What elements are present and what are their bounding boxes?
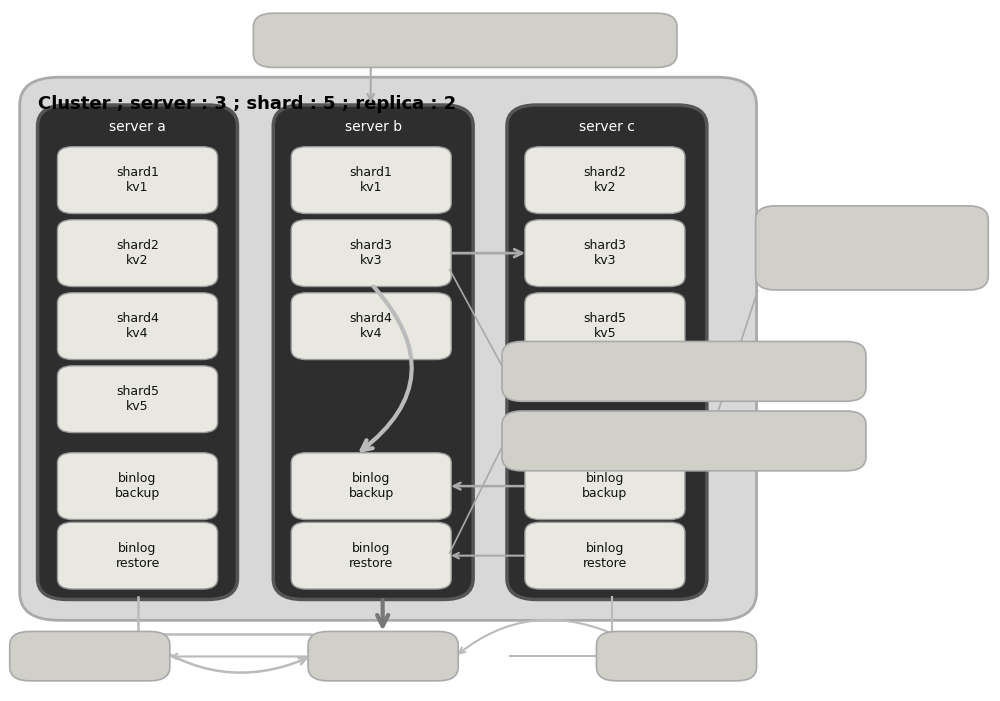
FancyBboxPatch shape: [57, 147, 218, 214]
Text: binlog
backup: binlog backup: [582, 472, 628, 500]
Text: shard4
kv4: shard4 kv4: [350, 312, 393, 340]
Text: shard1
kv1: shard1 kv1: [116, 166, 159, 194]
FancyBboxPatch shape: [525, 522, 685, 589]
Text: server a: server a: [109, 120, 166, 134]
FancyBboxPatch shape: [20, 77, 757, 620]
Text: shard1
kv1: shard1 kv1: [350, 166, 393, 194]
FancyBboxPatch shape: [525, 219, 685, 287]
Text: shard2
kv2: shard2 kv2: [583, 166, 626, 194]
Text: put query kv3: put query kv3: [633, 650, 720, 662]
Text: shard3
kv3: shard3 kv3: [350, 239, 393, 267]
FancyBboxPatch shape: [525, 147, 685, 214]
Text: server a no kv3 , http 307 to server b: server a no kv3 , http 307 to server b: [335, 34, 595, 48]
Text: server c crash or query failed ,
backup query to binlog: server c crash or query failed , backup …: [588, 427, 780, 455]
Text: binlog
backup: binlog backup: [115, 472, 160, 500]
FancyBboxPatch shape: [57, 366, 218, 433]
FancyBboxPatch shape: [10, 632, 170, 681]
FancyBboxPatch shape: [502, 411, 866, 471]
FancyBboxPatch shape: [57, 293, 218, 360]
FancyBboxPatch shape: [57, 522, 218, 589]
FancyBboxPatch shape: [507, 105, 707, 599]
Text: shard5
kv5: shard5 kv5: [116, 385, 159, 413]
Text: Client: Client: [359, 647, 407, 665]
Text: shard3 has brother , server b dup
async query to server c: shard3 has brother , server b dup async …: [579, 358, 789, 386]
FancyBboxPatch shape: [756, 206, 988, 290]
FancyBboxPatch shape: [291, 453, 451, 519]
Text: shard5
kv5: shard5 kv5: [583, 312, 626, 340]
Text: binlog
restore: binlog restore: [115, 542, 160, 570]
Text: server b: server b: [345, 120, 402, 134]
FancyBboxPatch shape: [596, 632, 757, 681]
FancyBboxPatch shape: [291, 219, 451, 287]
FancyBboxPatch shape: [57, 453, 218, 519]
FancyBboxPatch shape: [308, 632, 458, 681]
FancyBboxPatch shape: [525, 293, 685, 360]
Text: shard3
kv3: shard3 kv3: [583, 239, 626, 267]
Text: put query kv3: put query kv3: [46, 650, 133, 662]
Text: binlog
backup: binlog backup: [349, 472, 394, 500]
FancyBboxPatch shape: [502, 341, 866, 401]
Text: shard2
kv2: shard2 kv2: [116, 239, 159, 267]
FancyBboxPatch shape: [291, 293, 451, 360]
Text: shard4
kv4: shard4 kv4: [116, 312, 159, 340]
FancyBboxPatch shape: [253, 13, 677, 67]
FancyBboxPatch shape: [291, 147, 451, 214]
Text: server c: server c: [579, 120, 635, 134]
FancyBboxPatch shape: [525, 453, 685, 519]
FancyBboxPatch shape: [38, 105, 237, 599]
Text: after server c starting
up, auto sync binlog from
brother: after server c starting up, auto sync bi…: [792, 226, 952, 269]
Text: binlog
restore: binlog restore: [349, 542, 393, 570]
Text: Cluster ; server : 3 ; shard : 5 ; replica : 2: Cluster ; server : 3 ; shard : 5 ; repli…: [38, 95, 456, 113]
Text: binlog
restore: binlog restore: [583, 542, 627, 570]
FancyBboxPatch shape: [273, 105, 473, 599]
FancyBboxPatch shape: [291, 522, 451, 589]
FancyBboxPatch shape: [57, 219, 218, 287]
